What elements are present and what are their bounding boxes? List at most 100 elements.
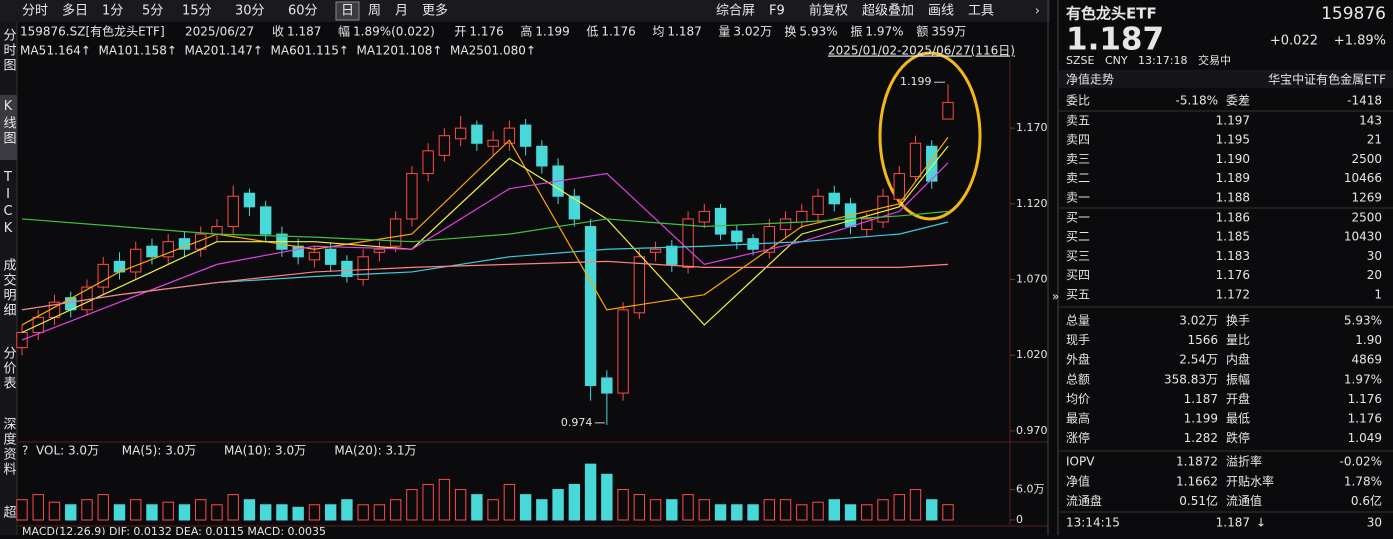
volume-bar — [357, 504, 369, 521]
toolbar-tab[interactable]: 日 — [341, 4, 354, 19]
volume-bar — [292, 506, 304, 521]
book-volume: 21 — [1367, 133, 1382, 147]
index-name[interactable]: 华宝中证有色金属ETF — [1268, 72, 1386, 87]
help-icon[interactable]: ? — [22, 444, 28, 458]
volume-bar — [698, 499, 711, 521]
toolbar-tab[interactable]: 更多 — [422, 3, 448, 19]
book-price: 1.190 — [1216, 152, 1250, 166]
toolbar-tab[interactable]: 1分 — [102, 4, 123, 19]
volume-bar — [666, 499, 678, 521]
volume-bar — [341, 499, 353, 521]
field-value: -0.02% — [1340, 455, 1382, 469]
toolbar-tab[interactable]: 多日 — [62, 3, 88, 19]
y-tick-label: 0 — [1016, 513, 1023, 526]
volume-bar — [714, 504, 727, 521]
volume-bar — [471, 494, 483, 521]
info-value: 1.199 — [535, 25, 569, 39]
min-label: 0.974 — [561, 416, 593, 429]
candle-body — [714, 207, 727, 235]
field-value: 1.1872 — [1176, 455, 1218, 469]
field-value: 2.54万 — [1179, 353, 1218, 367]
candle-body — [503, 127, 516, 144]
legend-value: 1.147↑ — [219, 44, 263, 58]
candle-body — [324, 248, 337, 265]
toolbar-tab[interactable]: 15分 — [182, 4, 212, 19]
candle-body — [666, 245, 678, 265]
legend-name: MA60 — [271, 44, 305, 58]
field-label: 净值 — [1066, 473, 1090, 488]
toolbar-tab[interactable]: 30分 — [235, 4, 265, 19]
book-volume: 30 — [1367, 249, 1382, 263]
side-tab[interactable]: 超 — [1, 505, 17, 520]
book-level: 买一 — [1066, 211, 1090, 225]
nav-arrow[interactable]: › — [1035, 4, 1040, 18]
volume-bar — [373, 504, 386, 521]
volume-bar — [422, 483, 434, 521]
toolbar-button[interactable]: 工具 — [968, 4, 994, 19]
volume-bar — [130, 499, 142, 521]
toolbar-button[interactable]: F9 — [769, 4, 785, 19]
book-volume: 1269 — [1351, 190, 1382, 204]
side-tab[interactable]: 分价表 — [1, 346, 17, 391]
toolbar-button[interactable]: 画线 — [928, 4, 954, 19]
volume-bar — [243, 499, 256, 521]
toolbar-tab[interactable]: 60分 — [288, 4, 318, 19]
volume-bar — [747, 504, 759, 521]
candle-body — [909, 142, 922, 178]
book-level: 卖五 — [1066, 114, 1090, 128]
field-label: 量比 — [1226, 333, 1250, 347]
volume-legend: MA(5): 3.0万 — [122, 444, 197, 458]
toolbar-tab[interactable]: 5分 — [142, 4, 163, 19]
volume-bar — [844, 504, 857, 521]
candle-body — [97, 263, 109, 288]
info-value: 5.93% — [799, 25, 837, 39]
side-tab[interactable]: 分时图 — [1, 28, 17, 73]
toolbar-button[interactable]: 综合屏 — [716, 4, 755, 19]
candle-body — [763, 226, 775, 253]
nav-label[interactable]: 净值走势 — [1066, 72, 1114, 87]
field-label: 开盘 — [1226, 391, 1250, 406]
toolbar-button[interactable]: 超级叠加 — [862, 4, 914, 19]
book-level: 卖三 — [1066, 152, 1090, 166]
macd-legend: MACD(12,26,9) DIF: 0.0132 DEA: 0.0115 MA… — [22, 525, 326, 535]
book-price: 1.195 — [1216, 133, 1250, 147]
info-value: 1.187 — [667, 25, 701, 39]
volume-bar — [861, 504, 873, 521]
book-price: 1.185 — [1216, 230, 1250, 244]
side-tab[interactable]: 深度资料 — [1, 417, 17, 477]
candle-body — [162, 241, 174, 258]
volume-legend: MA(10): 3.0万 — [224, 444, 306, 458]
info-code: 159876.SZ[有色龙头ETF] — [20, 25, 165, 39]
legend-name: MA250 — [450, 44, 491, 58]
date-range: 2025/01/02-2025/06/27(116日) — [828, 44, 1015, 58]
side-tab[interactable]: TICK — [1, 170, 16, 238]
book-volume: 10466 — [1344, 171, 1382, 185]
info-label: 幅 — [338, 24, 350, 39]
legend-value: 1.164↑ — [47, 44, 91, 58]
candle-body — [861, 218, 873, 231]
toolbar-button[interactable]: 前复权 — [809, 3, 848, 19]
volume-bar — [454, 489, 467, 521]
book-level: 买五 — [1066, 287, 1090, 301]
book-level: 卖二 — [1066, 171, 1090, 185]
field-label: 总额 — [1066, 372, 1090, 386]
field-value: -1418 — [1347, 94, 1382, 108]
price-change: +0.022 — [1270, 34, 1318, 49]
last-price: 1.187 — [1066, 22, 1164, 58]
toolbar-tab[interactable]: 周 — [368, 4, 381, 19]
legend-value: 1.080↑ — [492, 44, 536, 58]
book-level: 买四 — [1066, 268, 1090, 282]
expand-arrow[interactable]: » — [1052, 290, 1059, 304]
volume-bar — [227, 494, 239, 521]
field-value: 0.6亿 — [1351, 493, 1382, 508]
toolbar-tab[interactable]: 月 — [395, 4, 408, 19]
candle-body — [682, 218, 694, 268]
volume-bar — [828, 499, 840, 521]
side-tab[interactable]: 成交明细 — [1, 258, 17, 318]
info-value: 1.176 — [469, 25, 503, 39]
candle-body — [130, 248, 142, 273]
toolbar-tab[interactable]: 分时 — [22, 4, 48, 19]
candle-body — [454, 127, 467, 140]
side-tab[interactable]: K线图 — [1, 99, 17, 146]
candle-body — [828, 192, 840, 205]
